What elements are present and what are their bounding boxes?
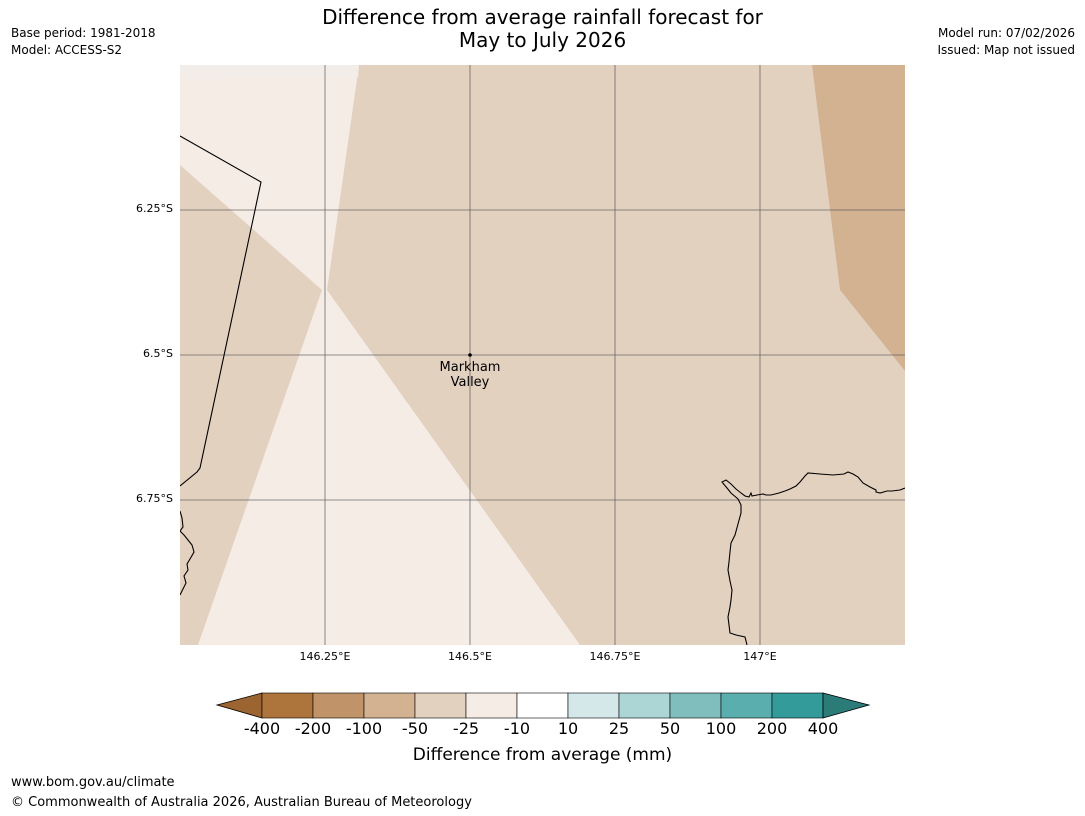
region-minus-25-top xyxy=(180,65,359,79)
legend-tick-label: 100 xyxy=(705,719,737,738)
lat-label-6-75: 6.75°S xyxy=(136,492,173,505)
title-line-2: May to July 2026 xyxy=(458,28,627,52)
model-info: Base period: 1981-2018 Model: ACCESS-S2 xyxy=(11,25,156,59)
legend-swatch xyxy=(618,692,671,719)
lat-label-6-25: 6.25°S xyxy=(136,202,173,215)
legend-tick-label: -400 xyxy=(243,719,281,738)
legend-tick-label: 25 xyxy=(608,719,630,738)
legend-tick-label: -25 xyxy=(452,719,480,738)
legend-tick-label: 400 xyxy=(807,719,839,738)
legend-extend-low xyxy=(215,692,263,719)
run-info: Model run: 07/02/2026 Issued: Map not is… xyxy=(937,25,1075,59)
base-period: Base period: 1981-2018 xyxy=(11,26,156,40)
footer-copyright: © Commonwealth of Australia 2026, Austra… xyxy=(11,795,472,810)
legend-tick-label: 50 xyxy=(659,719,681,738)
forecast-map[interactable] xyxy=(180,65,905,645)
lat-label-6-5: 6.5°S xyxy=(143,347,173,360)
town-name-line-1: Markham xyxy=(439,360,501,375)
town-marker[interactable] xyxy=(468,353,472,357)
legend-swatch xyxy=(516,692,569,719)
lon-label-146-75: 146.75°E xyxy=(589,650,641,663)
lon-label-146-5: 146.5°E xyxy=(448,650,492,663)
graticule xyxy=(180,65,905,645)
legend-tick-label: -100 xyxy=(345,719,383,738)
legend-swatch xyxy=(567,692,620,719)
footer-url[interactable]: www.bom.gov.au/climate xyxy=(11,775,175,790)
legend-tick-label: 200 xyxy=(756,719,788,738)
legend-swatch xyxy=(771,692,824,719)
town-name-line-2: Valley xyxy=(450,375,490,390)
legend-tick-label: -200 xyxy=(294,719,332,738)
legend-swatch xyxy=(363,692,416,719)
legend-label: Difference from average (mm) xyxy=(412,745,673,765)
coastline-east xyxy=(721,471,905,645)
boundaries xyxy=(180,135,905,645)
legend-swatch xyxy=(312,692,365,719)
district-boundary xyxy=(180,135,262,487)
lon-label-147: 147°E xyxy=(743,650,777,663)
lon-label-146-25: 146.25°E xyxy=(299,650,351,663)
title-line-1: Difference from average rainfall forecas… xyxy=(322,5,763,29)
legend-swatch xyxy=(414,692,467,719)
legend-swatch xyxy=(669,692,722,719)
model-run: Model run: 07/02/2026 xyxy=(937,26,1075,40)
legend-extend-high xyxy=(822,692,871,719)
map-title: Difference from average rainfall forecas… xyxy=(0,6,1085,52)
legend-tick-label: -10 xyxy=(503,719,531,738)
legend-swatch xyxy=(720,692,773,719)
legend-tick-label: -50 xyxy=(401,719,429,738)
model-name: Model: ACCESS-S2 xyxy=(11,43,123,57)
legend-swatch xyxy=(465,692,518,719)
issued-status: Issued: Map not issued xyxy=(937,43,1075,57)
region-minus-100-east xyxy=(812,65,905,371)
color-legend xyxy=(215,692,871,719)
legend-swatch xyxy=(261,692,314,719)
legend-tick-label: 10 xyxy=(557,719,579,738)
coastline-west xyxy=(180,510,195,596)
town-label: Markham Valley xyxy=(410,360,530,390)
